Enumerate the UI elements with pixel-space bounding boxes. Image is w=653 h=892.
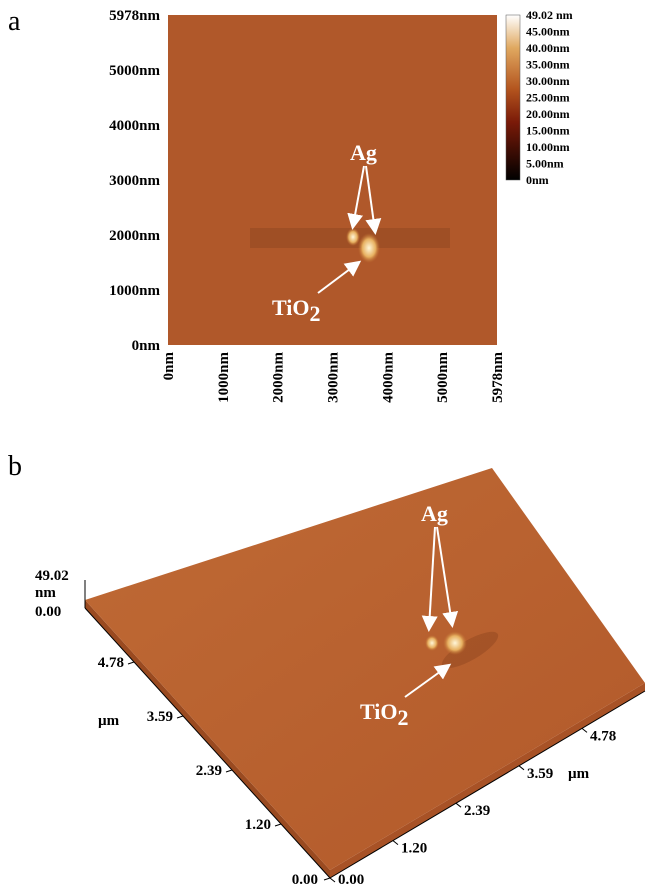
arrow (436, 526, 459, 628)
arrow (347, 165, 365, 230)
x-tick-label: 1000nm (216, 352, 232, 403)
z-bottom: 0.00 (35, 604, 61, 620)
shadow (441, 631, 499, 669)
z-unit: nm (35, 585, 56, 601)
colorbar-label: 35.00nm (526, 58, 570, 72)
tick (455, 802, 462, 808)
colorbar-label: 20.00nm (526, 107, 570, 121)
particle (425, 635, 439, 651)
right-tick-label: 0.00 (338, 872, 364, 887)
annotation: TiO2 (272, 295, 321, 326)
x-tick-label: 4000nm (380, 352, 396, 403)
subscript: 2 (398, 705, 409, 730)
annotation: Ag (350, 140, 377, 165)
colorbar-label: 30.00nm (526, 74, 570, 88)
annotation: TiO2 (360, 699, 409, 730)
tick (581, 728, 588, 733)
arrow (421, 526, 438, 632)
arrow (365, 165, 382, 235)
tick (323, 877, 331, 881)
colorbar-label: 40.00nm (526, 41, 570, 55)
afm-image (168, 15, 497, 345)
right-tick-label: 3.59 (527, 766, 553, 782)
y-tick-label: 3000nm (109, 173, 160, 189)
y-tick-label: 2000nm (109, 228, 160, 244)
colorbar-label: 5.00nm (526, 157, 564, 171)
colorbar-label: 15.00nm (526, 124, 570, 138)
side-face (85, 600, 330, 878)
x-tick-label: 5978nm (490, 352, 506, 403)
tick (329, 877, 336, 883)
tick (127, 661, 135, 665)
colorbar-label: 45.00nm (526, 25, 570, 39)
tick (274, 823, 282, 827)
annotation-text: TiO (360, 699, 398, 724)
colorbar-label: 25.00nm (526, 91, 570, 105)
subscript: 2 (310, 301, 321, 326)
x-tick-label: 5000nm (435, 352, 451, 403)
z-top: 49.02 (35, 568, 69, 584)
y-tick-label: 5000nm (109, 63, 160, 79)
annotation: Ag (421, 501, 448, 526)
axis-unit: µm (98, 713, 120, 729)
particle (346, 228, 360, 246)
x-tick-label: 0nm (161, 352, 177, 381)
tick (392, 840, 399, 845)
annotation-text: TiO (272, 295, 310, 320)
y-tick-label: 1000nm (109, 283, 160, 299)
left-tick-label: 3.59 (147, 709, 173, 725)
right-tick-label: 2.39 (464, 803, 490, 819)
colorbar (505, 14, 521, 181)
colorbar-label: 49.02 nm (526, 8, 573, 22)
colorbar-label: 10.00nm (526, 140, 570, 154)
x-tick-label: 2000nm (271, 352, 287, 403)
y-tick-label: 4000nm (109, 118, 160, 134)
particle (358, 233, 380, 263)
tick (225, 769, 233, 773)
side-face (330, 683, 645, 878)
panel-label: a (8, 6, 21, 37)
right-tick-label: 4.78 (590, 728, 616, 744)
arrow (404, 663, 452, 698)
left-tick-label: 2.39 (196, 763, 222, 779)
axis-unit: µm (568, 766, 590, 782)
right-axis (329, 690, 646, 879)
y-tick-label: 0nm (132, 338, 161, 354)
surface (85, 468, 645, 870)
x-tick-label: 3000nm (326, 352, 342, 403)
arrow (317, 260, 362, 294)
tick (176, 715, 184, 719)
panel-label: b (8, 451, 22, 482)
colorbar-label: 0nm (526, 173, 549, 187)
particle (443, 631, 467, 655)
left-tick-label: 4.78 (98, 655, 124, 671)
left-tick-label: 0.00 (292, 872, 318, 887)
y-tick-label: 5978nm (109, 8, 160, 24)
tick (518, 765, 525, 771)
right-tick-label: 1.20 (401, 841, 427, 857)
left-axis (84, 607, 331, 879)
left-tick-label: 1.20 (245, 817, 271, 833)
